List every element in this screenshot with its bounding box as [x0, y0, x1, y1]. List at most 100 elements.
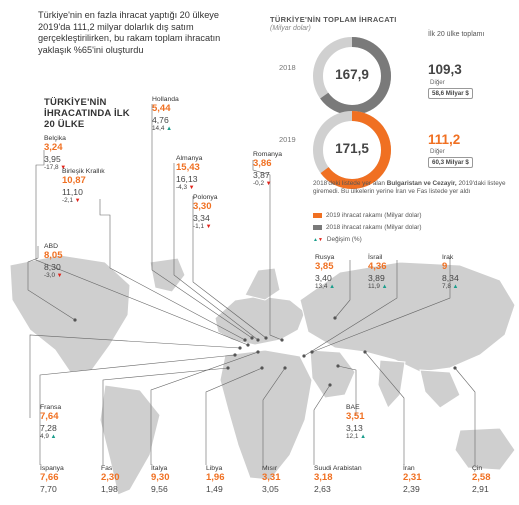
legend-change: ▲▼ Değişim (%): [313, 236, 362, 243]
change-row: -1,1 ▼: [193, 223, 218, 231]
country-name: Rusya: [315, 254, 335, 261]
arrow-down-icon: ▼: [73, 197, 81, 204]
change-value: -0,2: [253, 179, 265, 187]
value-2018: 2,63: [314, 483, 331, 494]
country-name: Polonya: [193, 194, 218, 201]
country-17: Suudi Arabistan 3,18 2,63: [314, 465, 362, 494]
country-14: İtalya 9,30 9,56: [151, 465, 170, 494]
change-row: 11,9 ▲: [368, 283, 388, 291]
value-2018: 3,13: [346, 422, 363, 433]
totals-subtitle: (Milyar dolar): [270, 25, 311, 32]
country-7: Rusya 3,85 3,40 13,4 ▲: [315, 254, 335, 291]
other-label-2019: Diğer: [430, 148, 445, 155]
top20-label: İlk 20 ülke toplamı: [428, 31, 485, 38]
legend-2018: 2018 ihracat rakamı (Milyar dolar): [313, 224, 422, 231]
intro-text: Türkiye'nin en fazla ihracat yaptığı 20 …: [38, 10, 221, 55]
value-2018: 3,34: [193, 212, 210, 223]
value-2019: 2,31: [403, 472, 422, 483]
other-value-2019: 60,3 Milyar $: [428, 157, 473, 168]
country-name: Suudi Arabistan: [314, 465, 362, 472]
value-2019: 7,66: [40, 472, 59, 483]
value-2018: 3,05: [262, 483, 279, 494]
country-name: Almanya: [176, 155, 203, 162]
value-2018: 7,28: [40, 422, 57, 433]
country-name: Mısır: [262, 465, 278, 472]
arrow-up-icon: ▲: [358, 433, 367, 440]
year-2018: 2018: [279, 63, 296, 72]
change-row: 4,9 ▲: [40, 433, 61, 441]
donut-2018: [313, 37, 391, 115]
top20-2018: 109,3: [428, 62, 462, 77]
change-value: -17,8: [44, 163, 59, 171]
value-2018: 2,39: [403, 483, 420, 494]
value-2018: 8,30: [44, 261, 61, 272]
arrow-down-icon: ▼: [55, 272, 63, 279]
country-3: Almanya 15,43 16,13 -4,3 ▼: [176, 155, 202, 192]
value-2019: 9,30: [151, 472, 170, 483]
country-name: Fransa: [40, 404, 62, 411]
value-2019: 3,85: [315, 261, 334, 272]
left-title: TÜRKİYE'NİN İHRACATINDA İLK 20 ÜLKE: [44, 97, 130, 130]
change-row: 14,4 ▲: [152, 125, 179, 133]
value-2019: 5,44: [152, 103, 171, 114]
country-9: Irak 9 8,34 7,8 ▲: [442, 254, 459, 291]
change-value: -3,0: [44, 271, 56, 279]
change-row: -3,0 ▼: [44, 272, 63, 280]
arrow-up-icon: ▲: [327, 283, 336, 290]
value-2019: 9: [442, 261, 448, 272]
country-name: Irak: [442, 254, 454, 261]
value-2018: 7,70: [40, 483, 57, 494]
totals-title: TÜRKİYE'NİN TOPLAM İHRACATI: [270, 15, 397, 24]
arrow-up-icon: ▲: [450, 283, 459, 290]
country-name: İspanya: [40, 465, 64, 472]
value-2018: 8,34: [442, 272, 459, 283]
value-2019: 15,43: [176, 162, 200, 173]
country-8: İsrail 4,36 3,89 11,9 ▲: [368, 254, 388, 291]
value-2018: 11,10: [62, 186, 83, 197]
country-name: İtalya: [151, 465, 168, 472]
value-2018: 4,76: [152, 114, 169, 125]
change-value: -1,1: [193, 222, 205, 230]
country-19: Çin 2,58 2,91: [472, 465, 491, 494]
change-row: 7,8 ▲: [442, 283, 459, 291]
arrow-up-icon: ▲: [48, 433, 57, 440]
arrow-up-icon: ▲: [164, 125, 173, 132]
value-2018: 3,89: [368, 272, 385, 283]
country-name: Çin: [472, 465, 483, 472]
value-2019: 3,51: [346, 411, 365, 422]
country-name: ABD: [44, 243, 58, 250]
value-2019: 1,96: [206, 472, 225, 483]
change-value: 14,4: [152, 124, 165, 132]
country-name: BAE: [346, 404, 360, 411]
change-value: -4,3: [176, 183, 188, 191]
value-2018: 1,49: [206, 483, 223, 494]
country-name: İsrail: [368, 254, 383, 261]
value-2018: 3,95: [44, 153, 61, 164]
change-row: -17,8 ▼: [44, 164, 66, 172]
change-row: 13,4 ▲: [315, 283, 335, 291]
country-11: BAE 3,51 3,13 12,1 ▲: [346, 404, 366, 441]
country-name: Belçika: [44, 135, 66, 142]
country-6: ABD 8,05 8,30 -3,0 ▼: [44, 243, 63, 280]
value-2019: 2,30: [101, 472, 120, 483]
value-2019: 3,30: [193, 201, 212, 212]
change-row: -0,2 ▼: [253, 180, 282, 188]
value-2018: 16,13: [176, 173, 198, 184]
change-row: -4,3 ▼: [176, 184, 202, 192]
value-2018: 3,40: [315, 272, 332, 283]
total-2019: 171,5: [335, 141, 369, 156]
country-1: Birleşik Krallık 10,87 11,10 -2,1 ▼: [62, 168, 105, 205]
arrow-down-icon: ▼: [58, 164, 67, 171]
value-2018: 3,87: [253, 169, 270, 180]
country-name: Hollanda: [152, 96, 179, 103]
country-name: İran: [403, 465, 415, 472]
value-2019: 8,05: [44, 250, 63, 261]
country-18: İran 2,31 2,39: [403, 465, 422, 494]
value-2018: 2,91: [472, 483, 489, 494]
other-value-2018: 58,6 Milyar $: [428, 88, 473, 99]
arrow-up-icon: ▲: [379, 283, 388, 290]
value-2018: 9,56: [151, 483, 168, 494]
year-2019: 2019: [279, 135, 296, 144]
total-2018: 167,9: [335, 67, 369, 82]
country-name: Birleşik Krallık: [62, 168, 105, 175]
